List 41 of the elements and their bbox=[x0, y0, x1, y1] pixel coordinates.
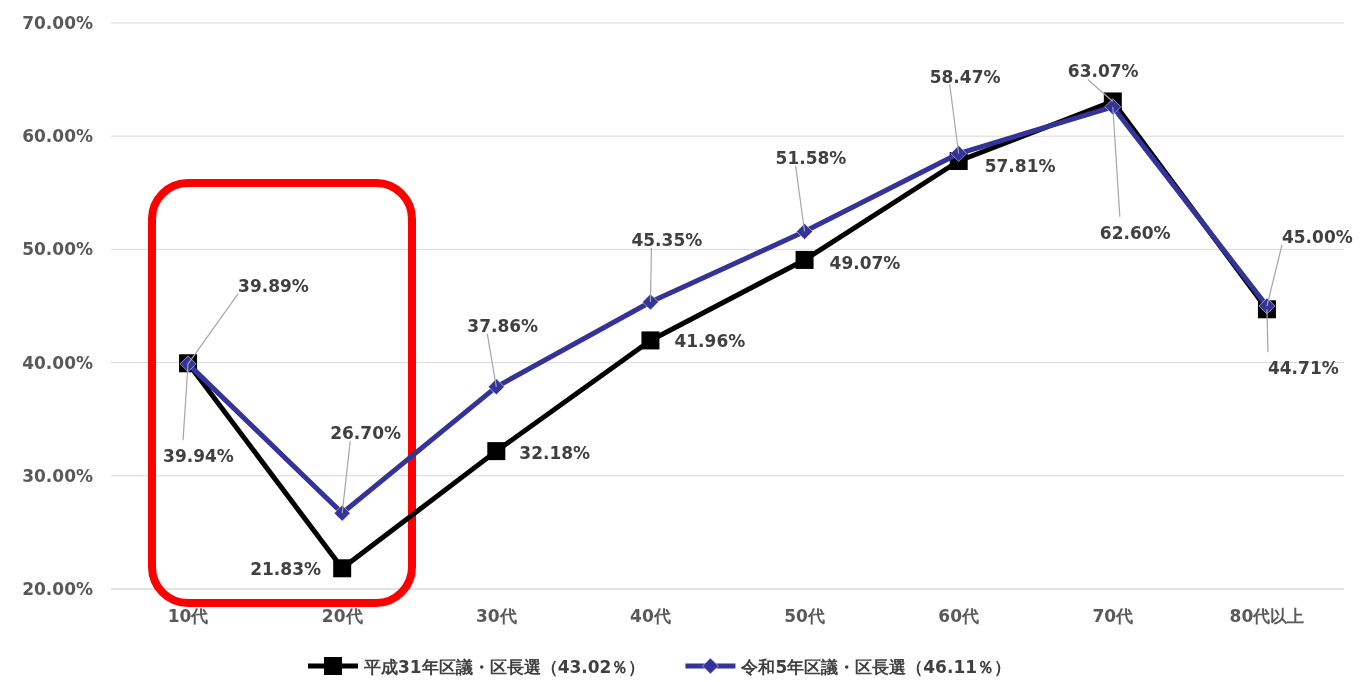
data-label: 41.96% bbox=[674, 331, 746, 352]
x-tick-label: 60代 bbox=[938, 606, 980, 626]
point bbox=[487, 442, 506, 461]
data-label: 39.94% bbox=[163, 446, 234, 467]
point bbox=[795, 250, 814, 269]
x-tick-label: 30代 bbox=[475, 606, 517, 626]
y-tick-label: 30.00% bbox=[22, 465, 93, 486]
data-label: 49.07% bbox=[829, 252, 901, 273]
data-label: 62.60% bbox=[1099, 222, 1171, 243]
data-label: 57.81% bbox=[984, 155, 1056, 176]
x-tick-label: 50代 bbox=[784, 606, 825, 626]
y-tick-label: 60.00% bbox=[22, 126, 93, 147]
y-tick-label: 70.00% bbox=[22, 13, 93, 33]
point bbox=[950, 145, 967, 162]
x-tick-label: 80代以上 bbox=[1229, 606, 1305, 626]
data-label: 44.71% bbox=[1267, 358, 1339, 379]
point bbox=[796, 223, 813, 240]
data-label: 37.86% bbox=[467, 315, 539, 336]
data-label: 32.18% bbox=[519, 443, 591, 464]
point bbox=[333, 504, 351, 522]
point bbox=[642, 293, 659, 311]
data-label: 39.89% bbox=[238, 275, 309, 296]
point bbox=[641, 331, 660, 350]
data-label: 45.00% bbox=[1281, 227, 1353, 247]
x-tick-label: 20代 bbox=[321, 606, 363, 626]
data-label: 51.58% bbox=[775, 147, 847, 168]
data-label: 58.47% bbox=[929, 66, 1001, 87]
y-tick-label: 50.00% bbox=[22, 239, 93, 260]
y-tick-label: 20.00% bbox=[22, 579, 93, 599]
data-label: 45.35% bbox=[631, 230, 703, 251]
data-label: 26.70% bbox=[330, 423, 401, 444]
point bbox=[333, 559, 352, 578]
x-tick-label: 40代 bbox=[630, 606, 671, 626]
legend-label: 平成31年区議・区長選（43.02％） bbox=[363, 657, 646, 677]
data-label: 21.83% bbox=[250, 559, 321, 580]
y-tick-label: 40.00% bbox=[22, 352, 93, 373]
point bbox=[488, 378, 505, 396]
data-label: 63.07% bbox=[1067, 61, 1139, 82]
x-tick-label: 10代 bbox=[167, 606, 209, 626]
x-tick-label: 70代 bbox=[1092, 606, 1134, 626]
legend-label: 令和5年区議・区長選（46.11％） bbox=[740, 657, 1012, 677]
